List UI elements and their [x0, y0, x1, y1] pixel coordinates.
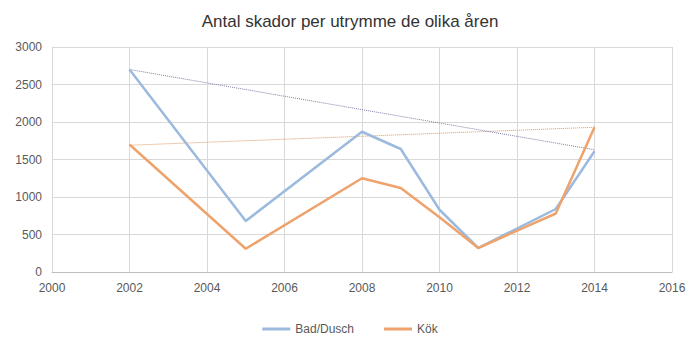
svg-text:2002: 2002 — [116, 281, 143, 295]
svg-text:Bad/Dusch: Bad/Dusch — [295, 322, 354, 336]
svg-text:2006: 2006 — [271, 281, 298, 295]
svg-text:2500: 2500 — [15, 78, 42, 92]
svg-text:Kök: Kök — [417, 322, 439, 336]
svg-text:1500: 1500 — [15, 153, 42, 167]
svg-text:2010: 2010 — [426, 281, 453, 295]
svg-text:2000: 2000 — [39, 281, 66, 295]
svg-text:2014: 2014 — [581, 281, 608, 295]
svg-text:2004: 2004 — [194, 281, 221, 295]
svg-text:Antal skador per utrymme de ol: Antal skador per utrymme de olika åren — [202, 12, 499, 31]
svg-text:0: 0 — [35, 265, 42, 279]
svg-text:2012: 2012 — [504, 281, 531, 295]
svg-text:2008: 2008 — [349, 281, 376, 295]
svg-text:1000: 1000 — [15, 190, 42, 204]
svg-text:2016: 2016 — [659, 281, 686, 295]
svg-text:500: 500 — [22, 228, 42, 242]
svg-text:2000: 2000 — [15, 115, 42, 129]
svg-text:3000: 3000 — [15, 40, 42, 54]
